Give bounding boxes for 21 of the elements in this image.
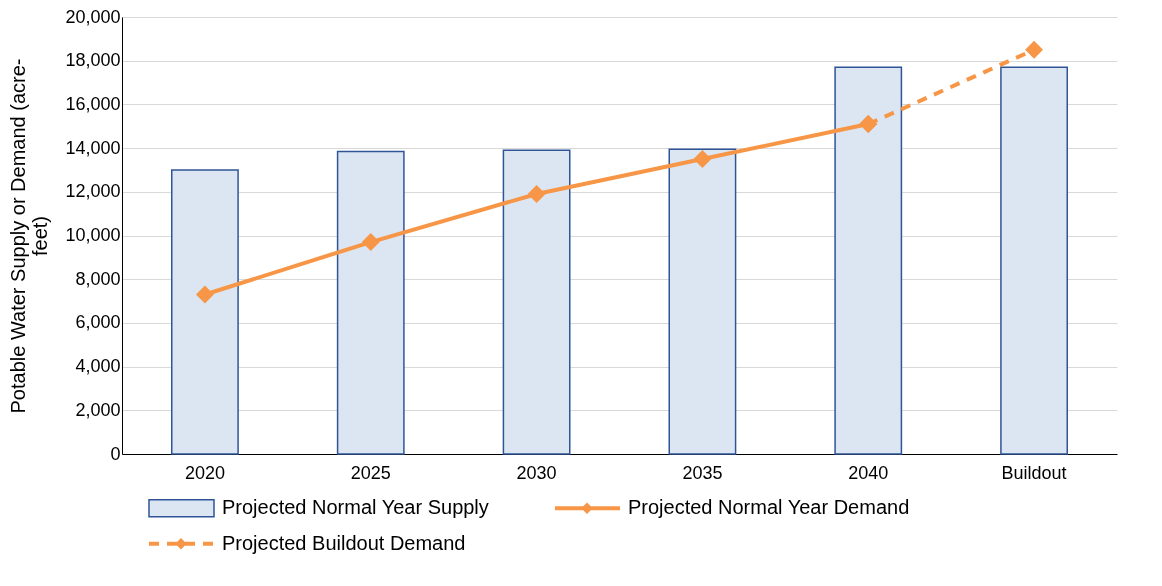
x-tick-label: Buildout <box>1001 462 1067 483</box>
y-tick-label: 18,000 <box>65 50 121 71</box>
x-tick-label: 2020 <box>184 462 225 483</box>
y-tick-label: 6,000 <box>75 312 121 333</box>
y-tick-label: 0 <box>110 443 121 464</box>
y-tick-label: 12,000 <box>65 181 121 202</box>
y-tick-label: 20,000 <box>65 6 121 27</box>
legend-label: Projected Buildout Demand <box>222 531 466 554</box>
x-tick-label: 2025 <box>350 462 391 483</box>
legend-label: Projected Normal Year Demand <box>628 496 910 519</box>
y-tick-label: 4,000 <box>75 356 121 377</box>
x-tick-label: 2040 <box>848 462 889 483</box>
y-axis-title: Potable Water Supply or Demand (acre-feet) <box>7 58 52 414</box>
y-tick-label: 8,000 <box>75 268 121 289</box>
y-tick-label: 14,000 <box>65 137 121 158</box>
x-tick-label: 2030 <box>516 462 557 483</box>
y-tick-label: 10,000 <box>65 225 121 245</box>
x-tick-label: 2035 <box>682 462 723 483</box>
legend-label: Projected Normal Year Supply <box>222 496 489 519</box>
y-tick-label: 2,000 <box>75 399 121 420</box>
y-tick-label: 16,000 <box>65 93 121 114</box>
